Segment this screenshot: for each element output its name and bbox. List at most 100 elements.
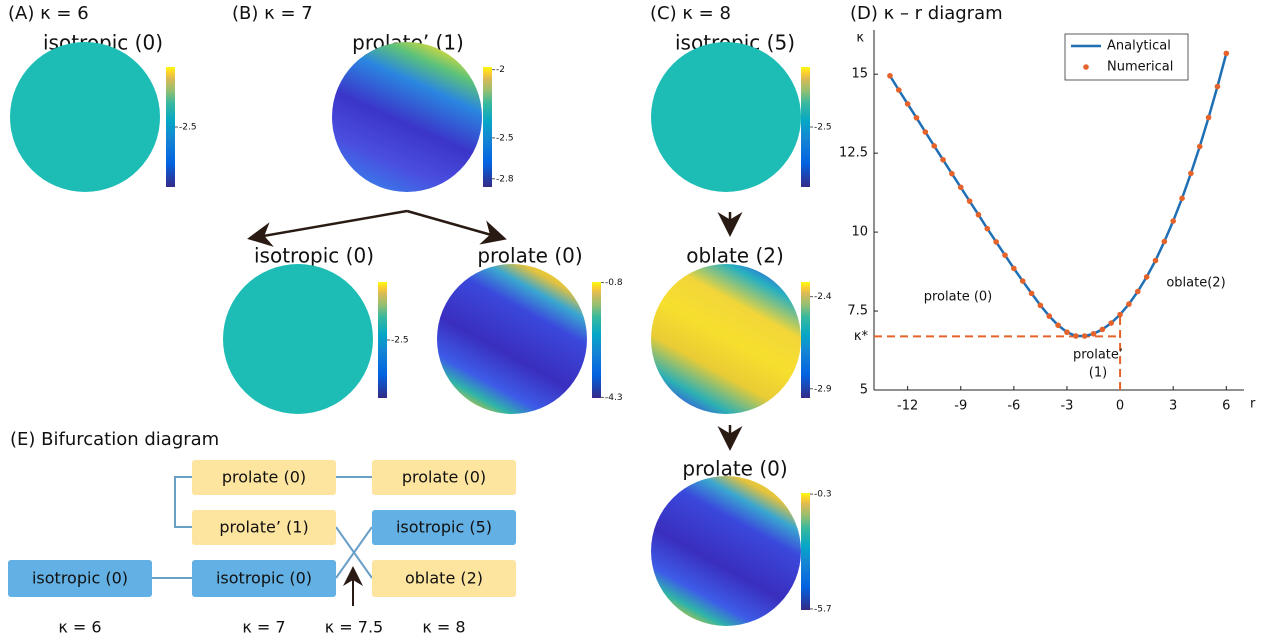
data-point <box>1170 218 1176 224</box>
colorbar-tick-label: -2.4 <box>814 292 832 302</box>
colorbar <box>378 282 387 398</box>
data-point <box>1188 170 1194 177</box>
sphere <box>651 476 801 626</box>
node-label: isotropic (0) <box>32 569 128 588</box>
kappa-label: κ = 8 <box>422 618 465 637</box>
node-label: prolate (0) <box>222 468 306 487</box>
x-tick-label: 0 <box>1116 399 1124 414</box>
data-point <box>1196 143 1203 150</box>
colorbar <box>483 67 492 187</box>
annotation: oblate(2) <box>1166 276 1225 291</box>
colorbar-tick-label: -0.3 <box>814 490 832 500</box>
colorbar-tick-label: -2.9 <box>814 384 832 394</box>
data-point <box>922 129 929 135</box>
x-tick-label: -3 <box>1060 399 1073 414</box>
data-point <box>975 211 982 218</box>
panel-label: (B) κ = 7 <box>232 3 313 24</box>
kappa-label: κ = 7.5 <box>325 618 383 637</box>
data-point <box>1152 257 1159 264</box>
data-point <box>931 143 937 149</box>
data-point <box>1073 333 1079 339</box>
panel-label: (A) κ = 6 <box>8 3 89 24</box>
data-point <box>1214 83 1221 90</box>
data-point <box>1028 290 1035 297</box>
connectors <box>152 476 373 579</box>
annotation: (1) <box>1089 366 1107 381</box>
kappa-label: κ = 6 <box>58 618 101 637</box>
arrows <box>247 209 743 451</box>
y-tick-label: 12.5 <box>839 146 868 161</box>
colorbar <box>592 282 601 398</box>
data-point <box>1099 326 1106 333</box>
connector <box>152 476 373 579</box>
y-tick-label: 7.5 <box>847 304 868 319</box>
node-box <box>192 460 336 495</box>
data-point <box>1161 238 1168 245</box>
chart-title: (D) κ – r diagram <box>850 3 1003 24</box>
node-label: isotropic (0) <box>216 569 312 588</box>
data-point <box>984 225 991 232</box>
data-point <box>1002 252 1008 258</box>
data-point <box>904 101 911 107</box>
x-tick-label: 3 <box>1169 399 1177 414</box>
data-point <box>1046 313 1053 319</box>
colorbar <box>801 493 810 610</box>
panel-label: (E) Bifurcation diagram <box>10 429 219 450</box>
panel-label: (C) κ = 8 <box>650 3 731 24</box>
arrow <box>406 209 507 245</box>
x-tick-label: -12 <box>897 399 918 414</box>
data-point <box>1081 333 1088 339</box>
annotation: prolate (0) <box>924 290 993 305</box>
sphere-title: prolate (0) <box>477 244 582 268</box>
data-point <box>1117 311 1123 318</box>
data-point <box>1143 274 1150 280</box>
sphere-title: isotropic (0) <box>254 244 374 268</box>
sphere-title: prolate (0) <box>682 457 787 481</box>
sphere <box>10 42 160 192</box>
x-tick-label: 6 <box>1222 399 1230 414</box>
data-point <box>1223 50 1230 57</box>
data-point <box>1205 114 1212 121</box>
data-point <box>966 198 973 204</box>
colorbar-tick-label: -2.5 <box>814 123 832 133</box>
colorbar <box>801 67 810 187</box>
colorbar-tick-label: -2.8 <box>496 174 514 184</box>
node-label: prolate’ (1) <box>219 518 308 537</box>
y-tick-label: κ* <box>854 329 869 344</box>
colorbar <box>166 67 175 187</box>
data-point <box>1037 302 1044 309</box>
node-label: prolate (0) <box>402 468 486 487</box>
x-tick-label: -6 <box>1007 399 1020 414</box>
data-point <box>957 184 964 191</box>
data-point <box>913 114 920 121</box>
colorbar-tick-label: -5.7 <box>814 604 832 614</box>
data-point <box>1019 278 1026 284</box>
data-point <box>940 156 946 163</box>
node-label: isotropic (5) <box>396 518 492 537</box>
sphere <box>332 42 482 192</box>
sphere-title: oblate (2) <box>686 244 784 268</box>
x-axis-label: r <box>1250 397 1256 412</box>
y-tick-label: 5 <box>860 383 868 398</box>
data-point <box>1055 322 1061 329</box>
x-tick-label: -9 <box>954 399 967 414</box>
data-point <box>887 72 893 79</box>
sphere <box>651 264 801 414</box>
sphere <box>223 264 373 414</box>
data-point <box>993 239 999 245</box>
node-box <box>372 560 516 597</box>
kappa-label: κ = 7 <box>242 618 285 637</box>
legend-label: Analytical <box>1107 39 1171 54</box>
y-tick-label: 10 <box>851 225 868 240</box>
legend-label: Numerical <box>1107 60 1173 75</box>
colorbar-tick-label: -2.5 <box>496 133 514 143</box>
data-point <box>1011 265 1017 272</box>
legend-swatch <box>1083 64 1089 70</box>
node-label: oblate (2) <box>405 569 483 588</box>
sphere <box>651 42 801 192</box>
node-box <box>372 510 516 545</box>
data-point <box>895 87 902 93</box>
nodes: prolate (0) prolate (0) prolate’ (1) iso… <box>8 460 516 597</box>
